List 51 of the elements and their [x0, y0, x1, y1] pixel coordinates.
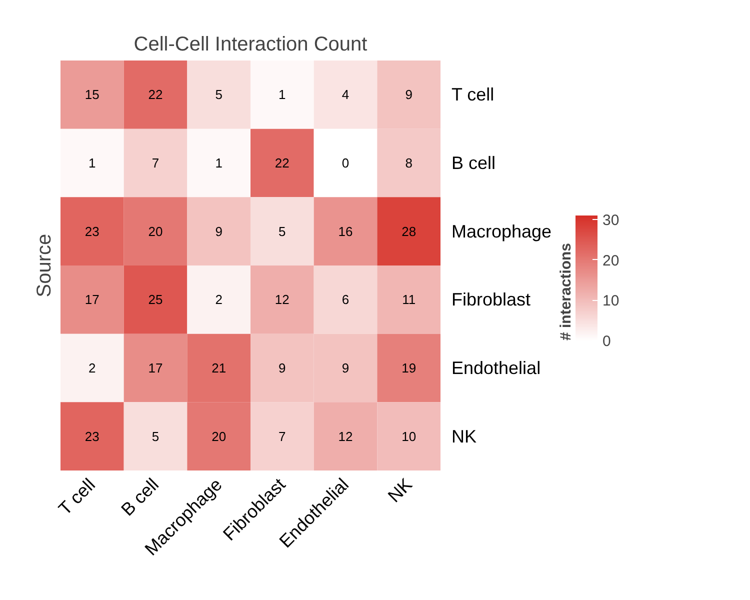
data-label: 9 — [278, 360, 286, 376]
data-label: 10 — [402, 428, 416, 444]
y-tick-label: Endothelial — [452, 358, 541, 378]
data-label: 20 — [212, 428, 226, 444]
color-bar-label: 20 — [602, 252, 620, 270]
data-label: 12 — [274, 292, 290, 308]
data-label: 1 — [278, 87, 286, 102]
chart-title: Cell-Cell Interaction Count — [134, 34, 368, 56]
data-label: 21 — [212, 360, 226, 376]
x-tick-label: T cell — [54, 474, 100, 519]
data-label: 9 — [405, 87, 412, 102]
color-bar-label: 10 — [602, 292, 620, 310]
data-label: 20 — [148, 224, 163, 239]
data-label: 23 — [84, 224, 100, 239]
data-label: 22 — [274, 156, 290, 170]
data-label: 16 — [338, 224, 353, 239]
legend-title: # interactions — [558, 242, 574, 340]
y-tick-label: NK — [452, 426, 477, 446]
data-label: 19 — [402, 360, 416, 376]
data-label: 0 — [342, 156, 350, 170]
x-tick-label: NK — [384, 474, 416, 506]
y-tick-label: Fibroblast — [452, 290, 531, 310]
color-bar-label: 30 — [602, 212, 620, 230]
data-label: 22 — [148, 87, 163, 102]
data-label: 17 — [84, 292, 100, 308]
data-label: 12 — [338, 428, 353, 444]
data-label: 7 — [278, 428, 286, 444]
data-label: 1 — [215, 156, 222, 170]
data-label: 9 — [342, 360, 350, 376]
data-label: 28 — [402, 224, 416, 239]
data-label: 17 — [148, 360, 163, 376]
data-label: 5 — [215, 87, 222, 102]
data-label: 11 — [402, 292, 416, 308]
data-label: 7 — [152, 156, 160, 170]
data-label: 2 — [88, 360, 96, 376]
data-label: 6 — [342, 292, 350, 308]
data-label: 8 — [405, 156, 412, 170]
data-label: 23 — [84, 428, 100, 444]
data-label: 9 — [215, 224, 222, 239]
data-label: 2 — [215, 292, 222, 308]
y-axis-title: Source — [34, 234, 56, 298]
y-tick-label: T cell — [452, 84, 494, 105]
data-label: 5 — [152, 428, 160, 444]
data-label: 5 — [278, 224, 286, 239]
data-label: 15 — [84, 87, 100, 102]
y-tick-label: Macrophage — [452, 221, 552, 242]
data-label: 25 — [148, 292, 163, 308]
data-label: 4 — [342, 87, 350, 102]
y-tick-label: B cell — [452, 153, 496, 173]
data-label: 1 — [88, 156, 96, 170]
color-bar-label: 0 — [602, 333, 611, 350]
